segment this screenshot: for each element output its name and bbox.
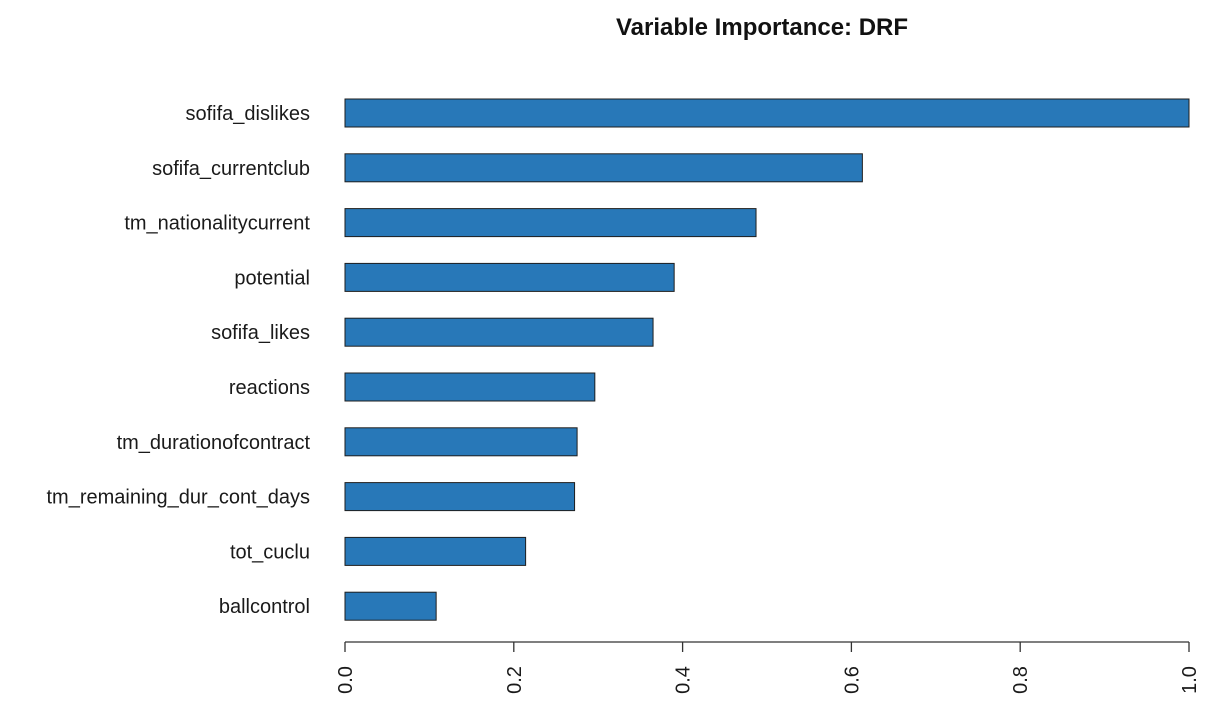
x-axis: 0.0 0.2 0.4 0.6 0.8 1.0	[335, 641, 1201, 694]
x-tick-label: 0.4	[673, 666, 695, 694]
bar-tm_nationalitycurrent	[344, 208, 757, 238]
category-label-sofifa_currentclub: sofifa_currentclub	[152, 158, 310, 180]
bar-ballcontrol	[344, 591, 437, 621]
bar-sofifa_likes	[344, 317, 654, 347]
x-tick-label: 1.0	[1179, 666, 1201, 694]
category-label-tm_nationalitycurrent: tm_nationalitycurrent	[124, 213, 310, 235]
category-label-reactions: reactions	[229, 377, 310, 399]
x-tick-label: 0.2	[504, 666, 526, 694]
x-tick-label: 0.8	[1010, 666, 1032, 694]
category-label-tot_cuclu: tot_cuclu	[230, 541, 310, 563]
x-tick-label: 0.0	[335, 666, 357, 694]
category-label-tm_remaining_dur_cont_days: tm_remaining_dur_cont_days	[47, 487, 311, 509]
category-label-tm_durationofcontract: tm_durationofcontract	[117, 432, 311, 454]
bar-sofifa_currentclub	[344, 153, 863, 183]
category-label-sofifa_dislikes: sofifa_dislikes	[185, 103, 310, 125]
category-label-sofifa_likes: sofifa_likes	[211, 322, 310, 344]
chart-title: Variable Importance: DRF	[616, 14, 908, 41]
category-labels: sofifa_dislikes sofifa_currentclub tm_nati…	[47, 103, 311, 618]
bars-group	[344, 98, 1190, 621]
category-label-ballcontrol: ballcontrol	[219, 596, 310, 618]
bar-tot_cuclu	[344, 536, 527, 566]
category-label-potential: potential	[234, 267, 310, 289]
bar-sofifa_dislikes	[344, 98, 1190, 128]
bar-tm_durationofcontract	[344, 427, 578, 457]
bar-reactions	[344, 372, 596, 402]
bar-potential	[344, 262, 675, 292]
bar-tm_remaining_dur_cont_days	[344, 482, 576, 512]
x-tick-label: 0.6	[841, 666, 863, 694]
